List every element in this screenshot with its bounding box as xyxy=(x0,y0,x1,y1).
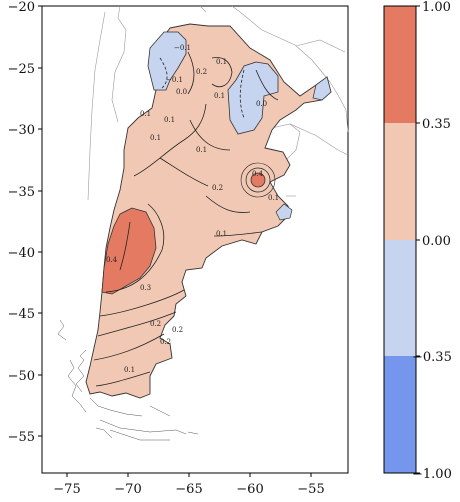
colorbar-bin-strong-positive xyxy=(384,6,416,123)
x-tick-label: −55 xyxy=(297,482,324,497)
coastline-details xyxy=(57,319,199,441)
y-tick-label: −40 xyxy=(8,246,35,261)
y-tick-label: −45 xyxy=(8,307,35,322)
contour-lines xyxy=(93,51,279,387)
x-tick-label: −75 xyxy=(53,482,80,497)
contour-label: 0.1 xyxy=(216,58,227,66)
contour-label: 0.4 xyxy=(252,170,264,178)
x-axis: −75 −70 −65 −60 −55 xyxy=(53,473,325,497)
y-axis: −20 −25 −30 −35 −40 −45 −50 −55 xyxy=(8,0,42,445)
colorbar-tick-label: 1.00 xyxy=(422,0,451,15)
region-weak-negative-ne xyxy=(227,61,279,135)
x-tick-label: −70 xyxy=(114,482,141,497)
colorbar-bin-weak-negative xyxy=(384,240,416,356)
colorbar-tick-label: 0.00 xyxy=(422,234,451,249)
region-weak-negative-nw xyxy=(147,31,187,91)
region-strong-positive-west xyxy=(101,207,157,295)
contour-label: 0.1 xyxy=(196,146,207,154)
contour-labels: −0.1 −0.1 0.0 0.1 0.1 0.2 0.1 0.1 0.0 0.… xyxy=(106,44,279,374)
contour-label: 0.1 xyxy=(140,110,151,118)
contour-label: −0.1 xyxy=(166,76,183,84)
x-tick-label: −60 xyxy=(236,482,263,497)
colorbar: 1.00 0.35 0.00 −0.35 −1.00 xyxy=(383,0,452,482)
contour-label: 0.4 xyxy=(106,256,118,264)
contour-label: 0.1 xyxy=(150,134,161,142)
contour-label: 0.2 xyxy=(172,326,183,334)
contour-label: 0.2 xyxy=(212,184,223,192)
region-weak-negative-tip xyxy=(312,76,332,101)
region-strong-positive-spot xyxy=(250,172,266,188)
contour-label: 0.1 xyxy=(216,230,227,238)
contour-label: 0.2 xyxy=(150,320,161,328)
x-tick-label: −65 xyxy=(175,482,202,497)
contour-label: 0.2 xyxy=(196,68,207,76)
contour-label: 0.1 xyxy=(214,92,225,100)
dashed-contours xyxy=(159,57,245,119)
contour-label: 0.0 xyxy=(176,88,187,96)
y-tick-label: −25 xyxy=(8,62,35,77)
colorbar-tick-label: 0.35 xyxy=(422,117,451,132)
contour-label: 0.1 xyxy=(164,116,175,124)
colorbar-bin-weak-positive xyxy=(384,123,416,240)
contour-label: 0.2 xyxy=(160,338,171,346)
y-tick-label: −50 xyxy=(8,369,35,384)
colorbar-bin-strong-negative xyxy=(384,356,416,473)
contour-label: −0.1 xyxy=(174,44,191,52)
contour-label: 0.1 xyxy=(124,366,135,374)
y-tick-label: −35 xyxy=(8,185,35,200)
contour-label: 0.0 xyxy=(256,100,267,108)
contour-label: 0.1 xyxy=(268,194,279,202)
contour-label: 0.3 xyxy=(140,284,151,292)
y-tick-label: −55 xyxy=(8,430,35,445)
colorbar-tick-label: −0.35 xyxy=(412,350,452,365)
colorbar-tick-label: −1.00 xyxy=(412,467,452,482)
y-tick-label: −30 xyxy=(8,123,35,138)
y-tick-label: −20 xyxy=(8,0,35,15)
region-weak-negative-coast xyxy=(275,203,293,221)
